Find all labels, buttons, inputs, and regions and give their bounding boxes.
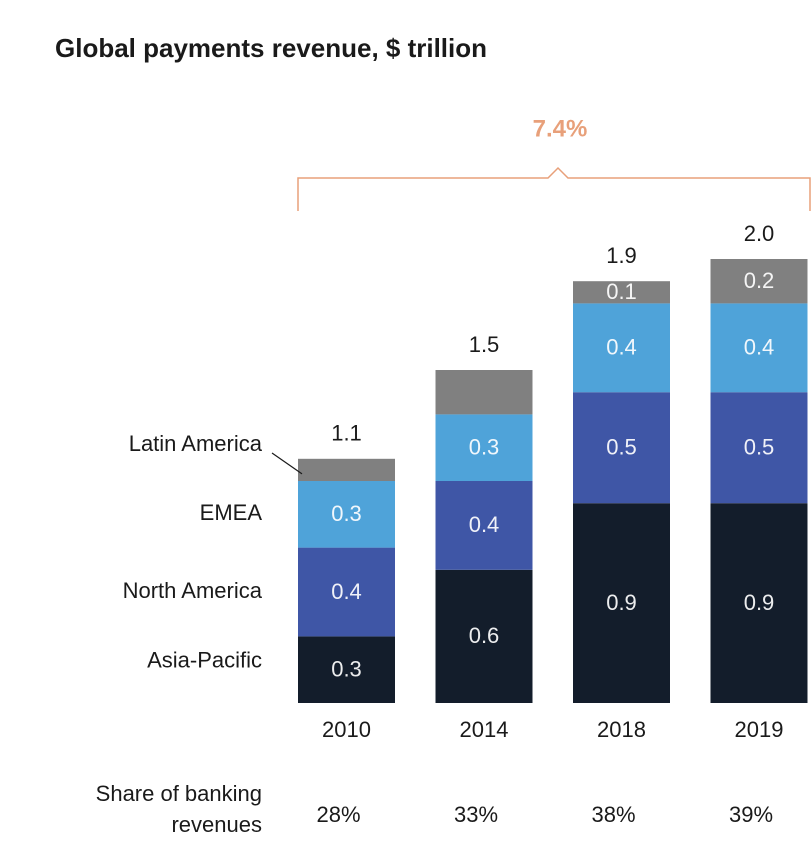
bar-segment — [710, 303, 808, 393]
x-tick-label: 2014 — [460, 717, 509, 742]
data-label: 0.4 — [744, 335, 775, 360]
data-label: 0.1 — [606, 279, 637, 304]
data-label: 0.5 — [744, 435, 775, 460]
data-label: 0.9 — [606, 590, 637, 615]
total-label: 1.1 — [331, 421, 362, 446]
bar-segment — [298, 547, 395, 637]
bar-segment — [435, 481, 533, 570]
annotation: 7.4% — [533, 115, 588, 142]
legend-label: Latin America — [129, 431, 263, 456]
data-label: 0.6 — [469, 623, 500, 648]
data-label: 0.9 — [744, 590, 775, 615]
bar-segment — [298, 481, 395, 548]
bar-segment — [573, 503, 670, 703]
share-title: revenues — [171, 812, 262, 837]
legend-label: EMEA — [200, 500, 263, 525]
x-tick-label: 2019 — [735, 717, 784, 742]
data-label: 0.4 — [469, 512, 500, 537]
total-label: 1.9 — [606, 243, 637, 268]
bar-segment — [298, 458, 395, 481]
chart-title: Global payments revenue, $ trillion — [55, 33, 487, 63]
bar-segment — [573, 281, 670, 304]
share-title: Share of banking — [96, 781, 262, 806]
data-label: 0.2 — [744, 268, 775, 293]
bar-segment — [710, 503, 808, 703]
data-label: 0.3 — [469, 435, 500, 460]
annotation-bracket — [297, 166, 811, 211]
share-value: 39% — [729, 802, 773, 827]
bar-segment — [710, 392, 808, 504]
bar-segment — [435, 370, 533, 415]
total-label: 1.5 — [469, 332, 500, 357]
bar-segment — [435, 414, 533, 481]
legend-label: Asia-Pacific — [147, 648, 262, 673]
share-value: 33% — [454, 802, 498, 827]
leader-line — [271, 452, 303, 475]
data-label: 0.5 — [606, 435, 637, 460]
bar-segment — [298, 636, 395, 703]
total-label: 2.0 — [744, 221, 775, 246]
bar-segment — [710, 259, 808, 304]
bar-segment — [573, 392, 670, 504]
share-value: 38% — [591, 802, 635, 827]
legend-label: North America — [123, 578, 263, 603]
bar-segment — [435, 569, 533, 703]
data-label: 0.3 — [331, 501, 362, 526]
data-label: 0.4 — [606, 335, 637, 360]
x-tick-label: 2010 — [322, 717, 371, 742]
share-value: 28% — [316, 802, 360, 827]
data-label: 0.4 — [331, 579, 362, 604]
x-tick-label: 2018 — [597, 717, 646, 742]
bar-segment — [573, 303, 670, 393]
data-label: 0.3 — [331, 657, 362, 682]
